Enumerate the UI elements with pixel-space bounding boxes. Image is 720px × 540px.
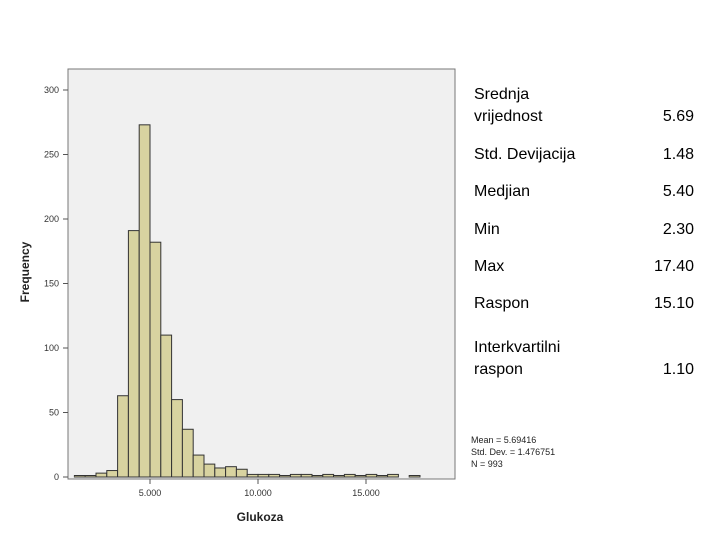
histogram-bar (268, 473, 281, 478)
y-tick-label: 0 (54, 472, 59, 482)
axes-layer: 0 50 100 150 200 250 300 5.000 10.000 15.000 (44, 85, 380, 498)
histogram-bar (160, 334, 173, 478)
y-tick-label: 150 (44, 279, 59, 289)
histogram-bar (354, 475, 367, 478)
stat-label-mean: Srednja vrijednost (474, 84, 609, 128)
histogram-bar (171, 399, 183, 478)
histogram-bar (127, 230, 140, 478)
stat-label-mean-line2: vrijednost (474, 108, 543, 125)
histogram-bar (376, 475, 389, 478)
stat-label-iqr-line1: Interkvartilni (474, 339, 561, 356)
stat-row-median: Medjian 5.40 (474, 181, 694, 203)
stat-row-iqr: Interkvartilni raspon 1.10 (474, 337, 694, 381)
histogram-bar (149, 241, 162, 478)
stat-label-iqr: Interkvartilni raspon (474, 337, 609, 381)
y-tick-label: 250 (44, 150, 59, 160)
stats-note-stddev: Std. Dev. = 1.476751 (471, 447, 555, 457)
histogram-bar (333, 475, 345, 478)
histogram-bar (214, 467, 227, 478)
histogram-bar (365, 473, 378, 478)
stats-note-mean: Mean = 5.69416 (471, 435, 536, 445)
stats-note: Mean = 5.69416 Std. Dev. = 1.476751 N = … (471, 435, 555, 469)
stat-row-mean: Srednja vrijednost 5.69 (474, 84, 694, 128)
histogram-bar (387, 473, 399, 478)
x-tick-label: 15.000 (352, 488, 380, 498)
histogram-bar (138, 124, 151, 478)
bars-layer (73, 124, 421, 478)
histogram-bar (95, 472, 108, 478)
y-axis-title: Frequency (18, 241, 32, 302)
stat-label-range: Raspon (474, 295, 530, 312)
histogram-bar (117, 395, 129, 478)
stat-label-min: Min (474, 221, 500, 238)
stat-row-min: Min 2.30 (474, 219, 694, 241)
stat-value-stddev: 1.48 (662, 146, 694, 163)
stat-row-range: Raspon 15.10 (474, 293, 694, 315)
x-tick-label: 5.000 (139, 488, 162, 498)
histogram-bar (84, 475, 97, 478)
histogram-bar (257, 473, 270, 478)
histogram-bar (235, 468, 248, 478)
stat-value-range: 15.10 (653, 295, 694, 312)
histogram-bar (300, 473, 313, 478)
histogram-bar (73, 475, 86, 478)
stat-value-min: 2.30 (662, 221, 694, 238)
stat-value-max: 17.40 (653, 258, 694, 275)
stat-row-stddev: Std. Devijacija 1.48 (474, 144, 694, 166)
histogram-bar (246, 473, 259, 478)
y-tick-label: 100 (44, 343, 59, 353)
histogram-bar (289, 473, 302, 478)
stats-note-n: N = 993 (471, 459, 503, 469)
y-tick-label: 300 (44, 85, 59, 95)
stat-value-median: 5.40 (662, 183, 694, 200)
stat-value-iqr: 1.10 (662, 361, 694, 378)
histogram-bar (106, 470, 119, 478)
y-tick-label: 200 (44, 214, 59, 224)
histogram-bar (343, 473, 356, 478)
stat-label-mean-line1: Srednja (474, 86, 530, 103)
stat-label-max: Max (474, 258, 505, 275)
histogram-bar (192, 454, 205, 478)
x-tick-label: 10.000 (244, 488, 272, 498)
stat-value-mean: 5.69 (662, 108, 694, 125)
y-tick-label: 50 (49, 408, 59, 418)
stat-row-max: Max 17.40 (474, 256, 694, 278)
stat-label-stddev: Std. Devijacija (474, 146, 576, 163)
histogram-bar (181, 428, 194, 478)
histogram-bar (408, 475, 421, 478)
histogram-bar (311, 475, 324, 478)
stat-label-median: Medjian (474, 183, 531, 200)
histogram-bar (203, 463, 216, 478)
histogram-bar (322, 473, 335, 478)
x-axis-title: Glukoza (237, 510, 284, 524)
histogram-bar (279, 475, 291, 478)
stat-label-iqr-line2: raspon (474, 361, 523, 378)
histogram-bar (225, 466, 237, 478)
